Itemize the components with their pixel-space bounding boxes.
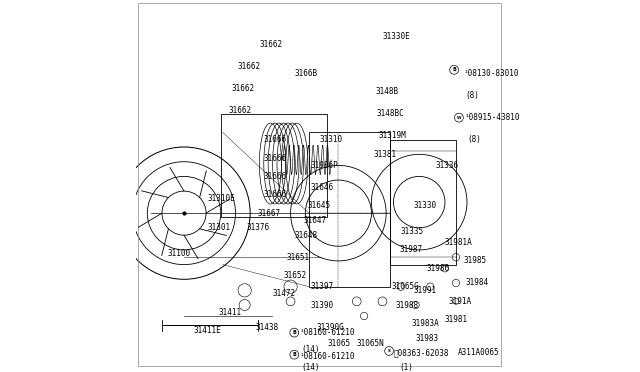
Text: 31330E: 31330E	[383, 32, 410, 41]
Text: ¹08160-61210: ¹08160-61210	[300, 352, 355, 361]
Text: 31662: 31662	[232, 84, 255, 93]
Text: 31662: 31662	[228, 106, 252, 115]
Text: 31983A: 31983A	[412, 319, 440, 328]
Text: 31065: 31065	[327, 339, 351, 348]
Text: 31411E: 31411E	[193, 326, 221, 335]
Text: 31666: 31666	[263, 135, 286, 144]
Text: Ⓜ08363-62038: Ⓜ08363-62038	[394, 348, 449, 357]
Bar	[390, 140, 456, 264]
Text: 31390: 31390	[311, 301, 334, 310]
Text: 31667: 31667	[257, 209, 281, 218]
Text: 3148B: 3148B	[375, 87, 398, 96]
Text: 31987: 31987	[399, 246, 422, 254]
Text: B: B	[452, 67, 456, 72]
Text: 31065G: 31065G	[392, 282, 419, 291]
Text: (14): (14)	[301, 363, 320, 372]
Bar	[309, 132, 390, 287]
Text: 31666: 31666	[263, 154, 286, 163]
Text: B: B	[292, 330, 296, 335]
Text: 31472: 31472	[272, 289, 295, 298]
Text: 31411: 31411	[219, 308, 242, 317]
Text: ¹08915-43810: ¹08915-43810	[465, 113, 521, 122]
Text: 31330: 31330	[413, 201, 437, 210]
Text: 31065N: 31065N	[356, 339, 385, 348]
Text: 31986P: 31986P	[311, 161, 339, 170]
Text: W: W	[457, 116, 461, 120]
Text: 31301: 31301	[208, 223, 231, 232]
Text: 31985: 31985	[463, 256, 486, 266]
Text: 31981A: 31981A	[445, 238, 473, 247]
Text: (8): (8)	[465, 91, 479, 100]
Text: 31991: 31991	[413, 286, 437, 295]
Text: 31376: 31376	[246, 223, 269, 232]
Text: B: B	[292, 352, 296, 357]
Text: 31662: 31662	[259, 39, 282, 49]
Text: 31646: 31646	[311, 183, 334, 192]
Bar	[221, 114, 327, 217]
Text: 31310: 31310	[320, 135, 343, 144]
Text: 31988: 31988	[396, 301, 419, 310]
Text: 31319M: 31319M	[379, 131, 406, 141]
Text: A311A0065: A311A0065	[458, 348, 499, 357]
Text: (1): (1)	[399, 363, 413, 372]
Text: 31983: 31983	[415, 334, 438, 343]
Text: 31438: 31438	[256, 323, 279, 331]
Text: 31397: 31397	[311, 282, 334, 291]
Text: 3191A: 3191A	[449, 297, 472, 306]
Text: 31647: 31647	[303, 216, 326, 225]
Text: 31984: 31984	[465, 279, 488, 288]
Text: 31666: 31666	[263, 172, 286, 181]
Text: 31986: 31986	[427, 264, 450, 273]
Text: 31648: 31648	[294, 231, 317, 240]
Text: 31335: 31335	[401, 227, 424, 236]
Text: (14): (14)	[301, 344, 320, 354]
Text: 31666: 31666	[263, 190, 286, 199]
Text: ¹08130-83010: ¹08130-83010	[463, 69, 519, 78]
Text: 31651: 31651	[287, 253, 310, 262]
Text: 31390G: 31390G	[316, 323, 344, 331]
Text: 31981: 31981	[445, 315, 468, 324]
Text: 31336: 31336	[436, 161, 459, 170]
Text: 31100: 31100	[168, 249, 191, 258]
Text: 3166B: 3166B	[294, 69, 317, 78]
Text: 3148BC: 3148BC	[377, 109, 404, 118]
Text: 31662: 31662	[237, 62, 260, 71]
Text: 31652: 31652	[284, 271, 307, 280]
Text: 31645: 31645	[307, 201, 330, 210]
Text: (8): (8)	[467, 135, 481, 144]
Text: 31310E: 31310E	[208, 194, 236, 203]
Text: S: S	[388, 349, 390, 353]
Text: 31381: 31381	[373, 150, 396, 159]
Text: ¹08160-61210: ¹08160-61210	[300, 328, 355, 337]
